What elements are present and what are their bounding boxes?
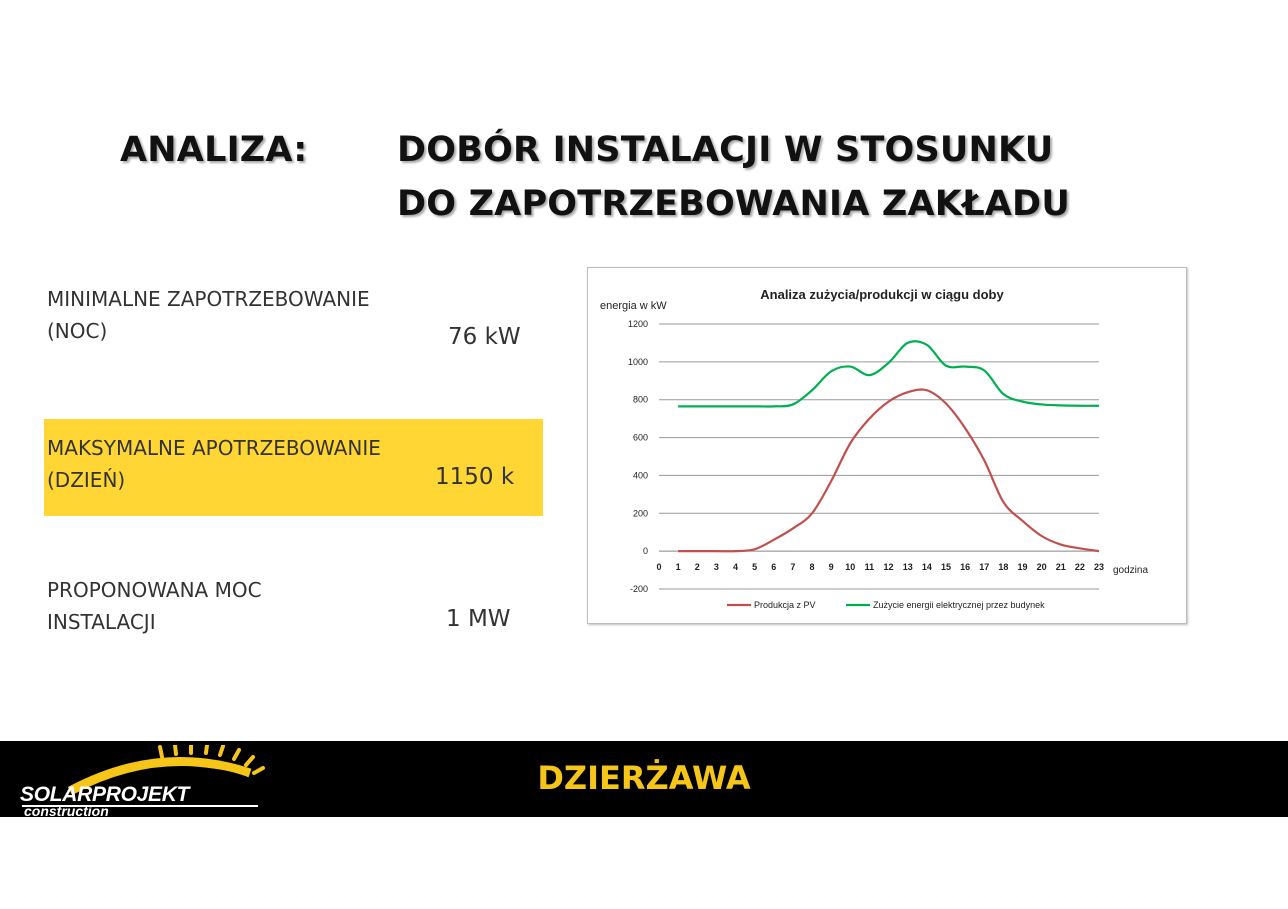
x-tick-label: 9 — [829, 562, 834, 572]
logo-main-text: SOLARPROJEKT — [20, 783, 190, 806]
x-axis-label: godzina — [1113, 565, 1148, 576]
y-tick-label: 200 — [633, 508, 648, 518]
logo-underline — [22, 805, 258, 807]
min-demand-label-line2: (NOC) — [47, 319, 108, 343]
x-tick-label: 20 — [1037, 562, 1047, 572]
x-tick-label: 19 — [1017, 562, 1027, 572]
min-demand-label-line1: MINIMALNE ZAPOTRZEBOWANIE — [47, 287, 370, 311]
x-tick-label: 21 — [1056, 562, 1066, 572]
legend-label: Produkcja z PV — [754, 600, 816, 610]
x-tick-label: 1 — [676, 562, 681, 572]
title-label: ANALIZA: — [120, 130, 308, 170]
footer-title: DZIERŻAWA — [537, 759, 751, 797]
x-tick-label: 12 — [884, 562, 894, 572]
proposed-power-label: PROPONOWANA MOC INSTALACJI — [47, 574, 262, 638]
series-line-pv — [678, 388, 1100, 553]
chart-title: Analiza zużycia/produkcji w ciągu doby — [760, 287, 1004, 302]
y-tick-label: 1000 — [628, 357, 648, 367]
x-tick-label: 3 — [714, 562, 719, 572]
max-demand-label-line1: MAKSYMALNE APOTRZEBOWANIE — [47, 436, 381, 460]
legend-label: Zużycie energii elektrycznej przez budyn… — [873, 600, 1045, 610]
min-demand-label: MINIMALNE ZAPOTRZEBOWANIE (NOC) — [47, 283, 370, 347]
x-tick-label: 16 — [960, 562, 970, 572]
x-tick-label: 0 — [656, 562, 661, 572]
max-demand-label-line2: (DZIEŃ) — [47, 468, 126, 492]
y-tick-label: 800 — [633, 395, 648, 405]
x-tick-label: 5 — [752, 562, 757, 572]
x-tick-label: 10 — [845, 562, 855, 572]
x-tick-label: 15 — [941, 562, 951, 572]
max-demand-highlight — [44, 419, 543, 516]
x-tick-label: 4 — [733, 562, 738, 572]
title-line-1: DOBÓR INSTALACJI W STOSUNKU — [397, 130, 1054, 170]
x-tick-label: 23 — [1094, 562, 1104, 572]
x-tick-label: 7 — [790, 562, 795, 572]
y-tick-label: 1200 — [628, 319, 648, 329]
chart-svg: Analiza zużycia/produkcji w ciągu doby en… — [600, 287, 1148, 610]
y-tick-label: 400 — [633, 470, 648, 480]
x-tick-label: 18 — [998, 562, 1008, 572]
x-tick-label: 6 — [771, 562, 776, 572]
max-demand-value: 1150 k — [435, 464, 515, 490]
chart-panel: Analiza zużycia/produkcji w ciągu doby en… — [587, 267, 1187, 624]
y-tick-label: 0 — [643, 546, 648, 556]
x-tick-label: 14 — [922, 562, 932, 572]
x-tick-label: 17 — [979, 562, 989, 572]
x-tick-label: 2 — [695, 562, 700, 572]
x-tick-label: 13 — [903, 562, 913, 572]
x-tick-label: 22 — [1075, 562, 1085, 572]
sun-rays-icon — [67, 745, 265, 795]
title-line-2: DO ZAPOTRZEBOWANIA ZAKŁADU — [397, 184, 1070, 224]
min-demand-value: 76 kW — [448, 324, 521, 350]
series-line-usage — [678, 340, 1100, 408]
proposed-power-label-line1: PROPONOWANA MOC — [47, 578, 262, 602]
proposed-power-label-line2: INSTALACJI — [47, 610, 156, 634]
y-axis-label: energia w kW — [600, 300, 667, 312]
company-logo: SOLARPROJEKT construction — [10, 745, 270, 819]
y-tick-label: 600 — [633, 433, 648, 443]
y-tick-label: -200 — [630, 584, 648, 594]
proposed-power-value: 1 MW — [446, 606, 511, 632]
x-tick-label: 8 — [810, 562, 815, 572]
logo-sub-text: construction — [24, 803, 109, 819]
footer-bar: SOLARPROJEKT construction DZIERŻAWA — [0, 741, 1288, 819]
max-demand-label: MAKSYMALNE APOTRZEBOWANIE (DZIEŃ) — [47, 432, 381, 496]
x-tick-label: 11 — [865, 562, 875, 572]
